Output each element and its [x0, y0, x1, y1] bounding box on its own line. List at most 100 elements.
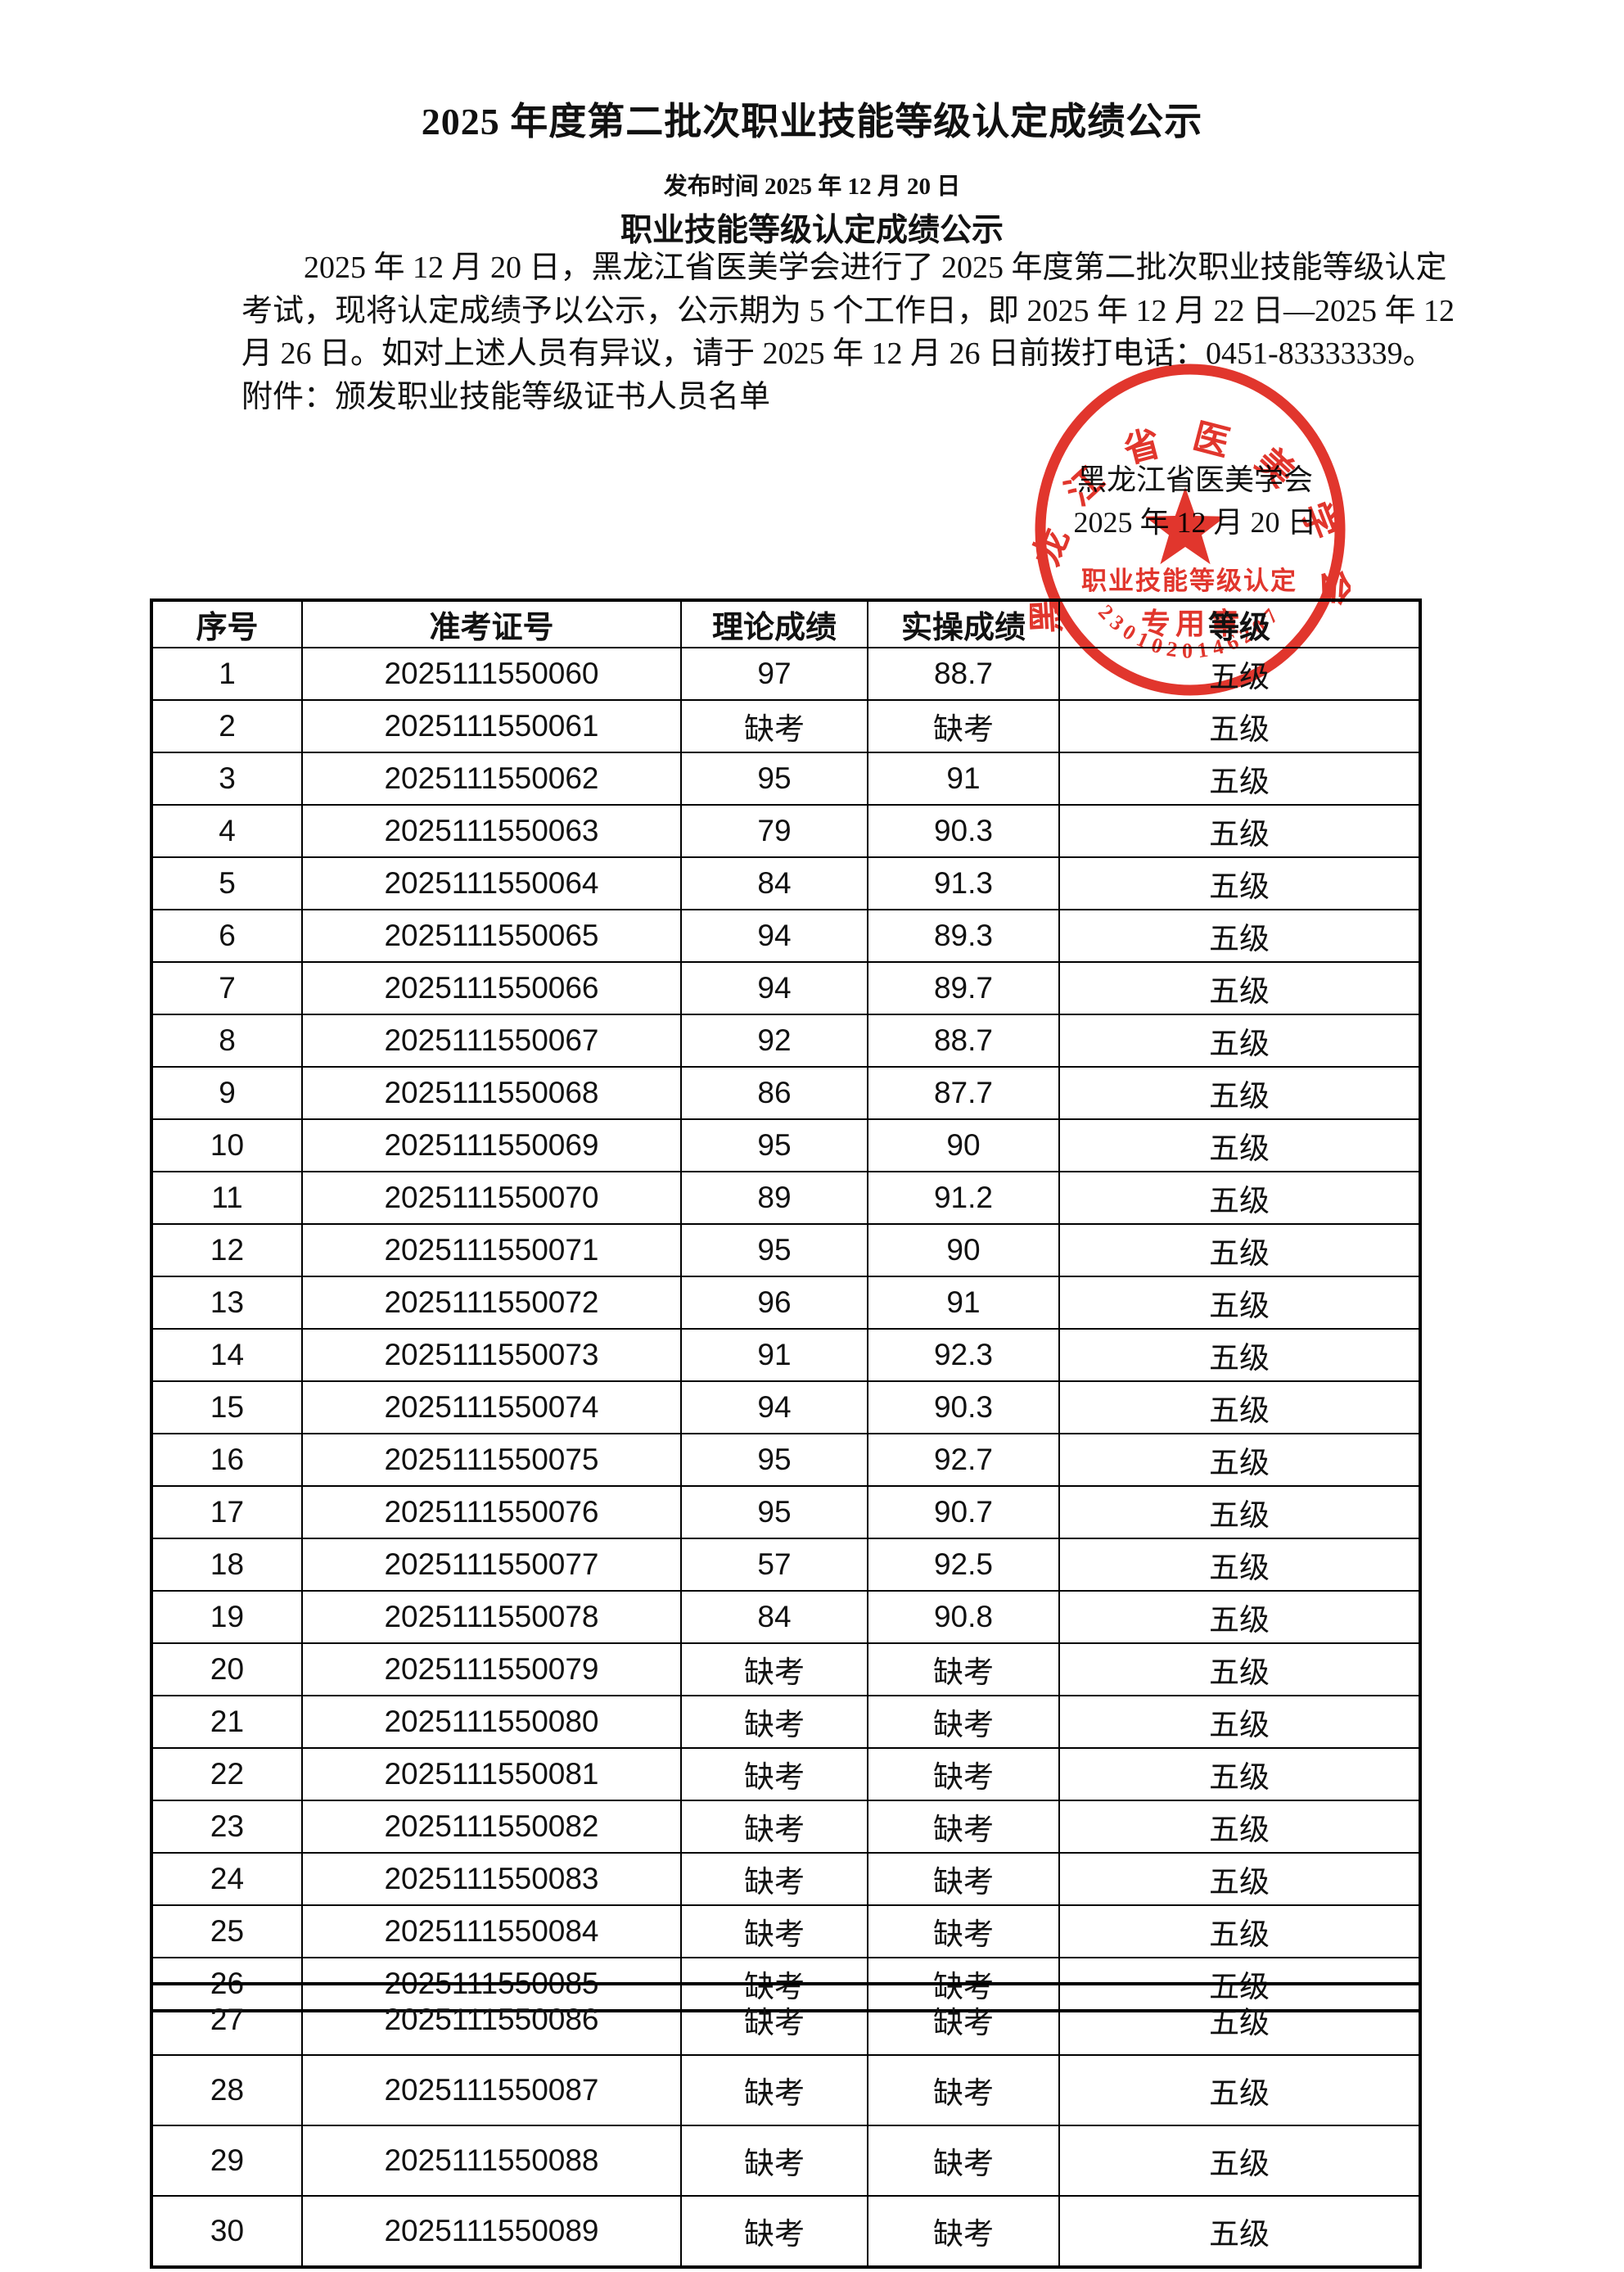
- cell-index: 13: [151, 1276, 303, 1330]
- cell-index: 11: [151, 1171, 303, 1225]
- cell-admission-number: 2025111550074: [301, 1380, 682, 1434]
- notice-body: 2025 年 12 月 20 日，黑龙江省医美学会进行了 2025 年度第二批次…: [241, 246, 1506, 418]
- cell-index: 12: [151, 1223, 303, 1277]
- table-row: 24 2025111550083 缺考 缺考 五级: [151, 1852, 1421, 1906]
- cell-practical-score: 缺考: [867, 1747, 1060, 1801]
- cell-theory-score: 缺考: [680, 1983, 868, 2056]
- table-row: 28 2025111550087 缺考 缺考 五级: [151, 2054, 1421, 2126]
- cell-practical-score: 88.7: [867, 1014, 1060, 1068]
- cell-admission-number: 2025111550073: [301, 1328, 682, 1382]
- cell-admission-number: 2025111550067: [301, 1014, 682, 1068]
- cell-admission-number: 2025111550069: [301, 1118, 682, 1172]
- cell-level: 五级: [1058, 856, 1421, 910]
- cell-level: 五级: [1058, 647, 1421, 701]
- table-row: 27 2025111550086 缺考 缺考 五级: [151, 1983, 1421, 2056]
- cell-admission-number: 2025111550070: [301, 1171, 682, 1225]
- cell-theory-score: 97: [680, 647, 868, 701]
- cell-admission-number: 2025111550065: [301, 909, 682, 963]
- table-row: 17 2025111550076 95 90.7 五级: [151, 1485, 1421, 1539]
- cell-practical-score: 91.3: [867, 856, 1060, 910]
- cell-admission-number: 2025111550083: [301, 1852, 682, 1906]
- cell-level: 五级: [1058, 752, 1421, 806]
- cell-theory-score: 96: [680, 1276, 868, 1330]
- cell-practical-score: 缺考: [867, 1983, 1060, 2056]
- cell-level: 五级: [1058, 2125, 1421, 2197]
- cell-theory-score: 95: [680, 1118, 868, 1172]
- cell-theory-score: 缺考: [680, 1852, 868, 1906]
- cell-index: 27: [151, 1983, 303, 2056]
- cell-index: 1: [151, 647, 303, 701]
- body-line-2: 考试，现将认定成绩予以公示，公示期为 5 个工作日，即 2025 年 12 月 …: [241, 293, 1455, 328]
- cell-practical-score: 90.3: [867, 1380, 1060, 1434]
- cell-practical-score: 91: [867, 1276, 1060, 1330]
- cell-index: 30: [151, 2195, 303, 2268]
- cell-theory-score: 84: [680, 856, 868, 910]
- cell-theory-score: 84: [680, 1590, 868, 1644]
- cell-admission-number: 2025111550064: [301, 856, 682, 910]
- cell-theory-score: 94: [680, 909, 868, 963]
- cell-level: 五级: [1058, 1695, 1421, 1749]
- cell-admission-number: 2025111550071: [301, 1223, 682, 1277]
- cell-index: 14: [151, 1328, 303, 1382]
- cell-level: 五级: [1058, 1276, 1421, 1330]
- cell-level: 五级: [1058, 1983, 1421, 2056]
- cell-theory-score: 94: [680, 1380, 868, 1434]
- cell-theory-score: 95: [680, 752, 868, 806]
- cell-theory-score: 95: [680, 1433, 868, 1487]
- cell-index: 25: [151, 1904, 303, 1958]
- cell-level: 五级: [1058, 961, 1421, 1015]
- table-row: 1 2025111550060 97 88.7 五级: [151, 647, 1421, 701]
- cell-index: 2: [151, 699, 303, 753]
- cell-admission-number: 2025111550086: [301, 1983, 682, 2056]
- cell-theory-score: 57: [680, 1538, 868, 1592]
- cell-level: 五级: [1058, 1485, 1421, 1539]
- cell-admission-number: 2025111550075: [301, 1433, 682, 1487]
- cell-theory-score: 缺考: [680, 1695, 868, 1749]
- cell-index: 20: [151, 1642, 303, 1696]
- table-row: 3 2025111550062 95 91 五级: [151, 752, 1421, 806]
- cell-index: 17: [151, 1485, 303, 1539]
- cell-level: 五级: [1058, 1800, 1421, 1854]
- table-row: 25 2025111550084 缺考 缺考 五级: [151, 1904, 1421, 1958]
- cell-level: 五级: [1058, 1066, 1421, 1120]
- cell-theory-score: 79: [680, 804, 868, 858]
- cell-level: 五级: [1058, 1433, 1421, 1487]
- seal-center-line1: 职业技能等级认定: [1081, 567, 1297, 595]
- cell-admission-number: 2025111550082: [301, 1800, 682, 1854]
- cell-admission-number: 2025111550079: [301, 1642, 682, 1696]
- cell-theory-score: 89: [680, 1171, 868, 1225]
- cell-level: 五级: [1058, 699, 1421, 753]
- header-practical-score: 实操成绩: [867, 599, 1060, 648]
- score-table-part1: 序号 准考证号 理论成绩 实操成绩 等级 1 2025111550060 97 88.…: [150, 598, 1422, 2012]
- table-row: 4 2025111550063 79 90.3 五级: [151, 804, 1421, 858]
- body-line-1: 2025 年 12 月 20 日，黑龙江省医美学会进行了 2025 年度第二批次…: [304, 251, 1447, 285]
- cell-practical-score: 缺考: [867, 1852, 1060, 1906]
- cell-level: 五级: [1058, 1904, 1421, 1958]
- cell-practical-score: 缺考: [867, 699, 1060, 753]
- table-row: 19 2025111550078 84 90.8 五级: [151, 1590, 1421, 1644]
- cell-theory-score: 缺考: [680, 699, 868, 753]
- cell-practical-score: 90: [867, 1223, 1060, 1277]
- cell-index: 18: [151, 1538, 303, 1592]
- cell-level: 五级: [1058, 1590, 1421, 1644]
- cell-index: 23: [151, 1800, 303, 1854]
- header-level: 等级: [1058, 599, 1421, 648]
- table-row: 5 2025111550064 84 91.3 五级: [151, 856, 1421, 910]
- cell-admission-number: 2025111550088: [301, 2125, 682, 2197]
- cell-practical-score: 89.7: [867, 961, 1060, 1015]
- cell-level: 五级: [1058, 1747, 1421, 1801]
- cell-level: 五级: [1058, 1642, 1421, 1696]
- cell-index: 28: [151, 2054, 303, 2126]
- cell-admission-number: 2025111550061: [301, 699, 682, 753]
- table-row: 20 2025111550079 缺考 缺考 五级: [151, 1642, 1421, 1696]
- signature-date: 2025 年 12 月 20 日: [1073, 506, 1317, 539]
- cell-index: 5: [151, 856, 303, 910]
- cell-practical-score: 缺考: [867, 2125, 1060, 2197]
- cell-admission-number: 2025111550076: [301, 1485, 682, 1539]
- score-table-part2: 27 2025111550086 缺考 缺考 五级 28 2025111550087 缺考 缺考…: [150, 1982, 1422, 2269]
- cell-theory-score: 94: [680, 961, 868, 1015]
- table-row: 29 2025111550088 缺考 缺考 五级: [151, 2125, 1421, 2197]
- cell-theory-score: 缺考: [680, 1800, 868, 1854]
- cell-admission-number: 2025111550089: [301, 2195, 682, 2268]
- cell-practical-score: 92.5: [867, 1538, 1060, 1592]
